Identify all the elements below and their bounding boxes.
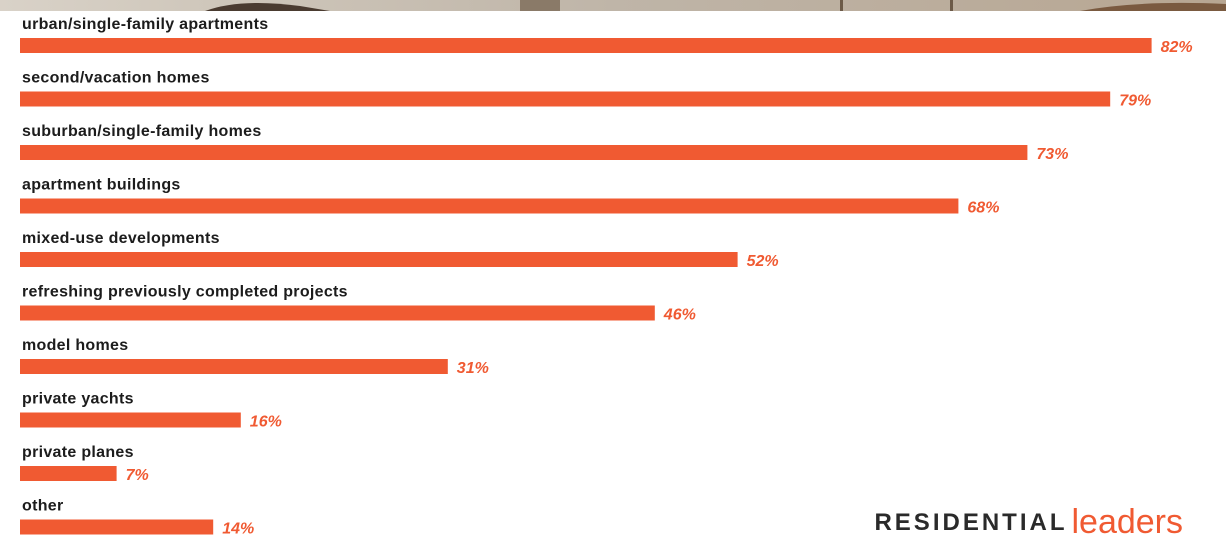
bar	[20, 359, 448, 374]
bar	[20, 252, 738, 267]
category-label: apartment buildings	[22, 177, 181, 194]
bar	[20, 412, 241, 428]
brand-logo-text: RESIDENTIAL leaders	[874, 503, 1183, 536]
category-label: other	[22, 498, 64, 515]
category-label: urban/single-family apartments	[22, 16, 268, 33]
value-label: 7%	[126, 467, 149, 484]
value-label: 79%	[1119, 93, 1151, 110]
value-label: 16%	[250, 414, 282, 431]
header-photo	[0, 0, 1226, 11]
bar	[20, 305, 655, 321]
category-label: mixed-use developments	[22, 230, 220, 247]
category-label: private planes	[22, 444, 134, 461]
bar	[20, 198, 959, 214]
bar	[20, 91, 1111, 107]
value-label: 52%	[747, 253, 779, 270]
value-label: 14%	[222, 521, 254, 536]
brand-accent: leaders	[1071, 503, 1183, 536]
value-label: 31%	[457, 360, 489, 377]
category-label: suburban/single-family homes	[22, 123, 262, 140]
value-label: 68%	[967, 200, 999, 217]
category-label: second/vacation homes	[22, 70, 210, 87]
value-label: 82%	[1161, 39, 1193, 56]
category-label: private yachts	[22, 391, 134, 408]
value-label: 73%	[1036, 146, 1068, 163]
bar	[20, 466, 117, 481]
value-label: 46%	[663, 307, 696, 324]
brand-main: RESIDENTIAL	[874, 509, 1067, 536]
category-label: refreshing previously completed projects	[22, 284, 348, 301]
bar	[20, 145, 1028, 160]
category-label: model homes	[22, 337, 128, 354]
brand-logo: RESIDENTIAL leaders	[874, 503, 1183, 536]
bar	[20, 38, 1152, 53]
bar	[20, 519, 214, 535]
